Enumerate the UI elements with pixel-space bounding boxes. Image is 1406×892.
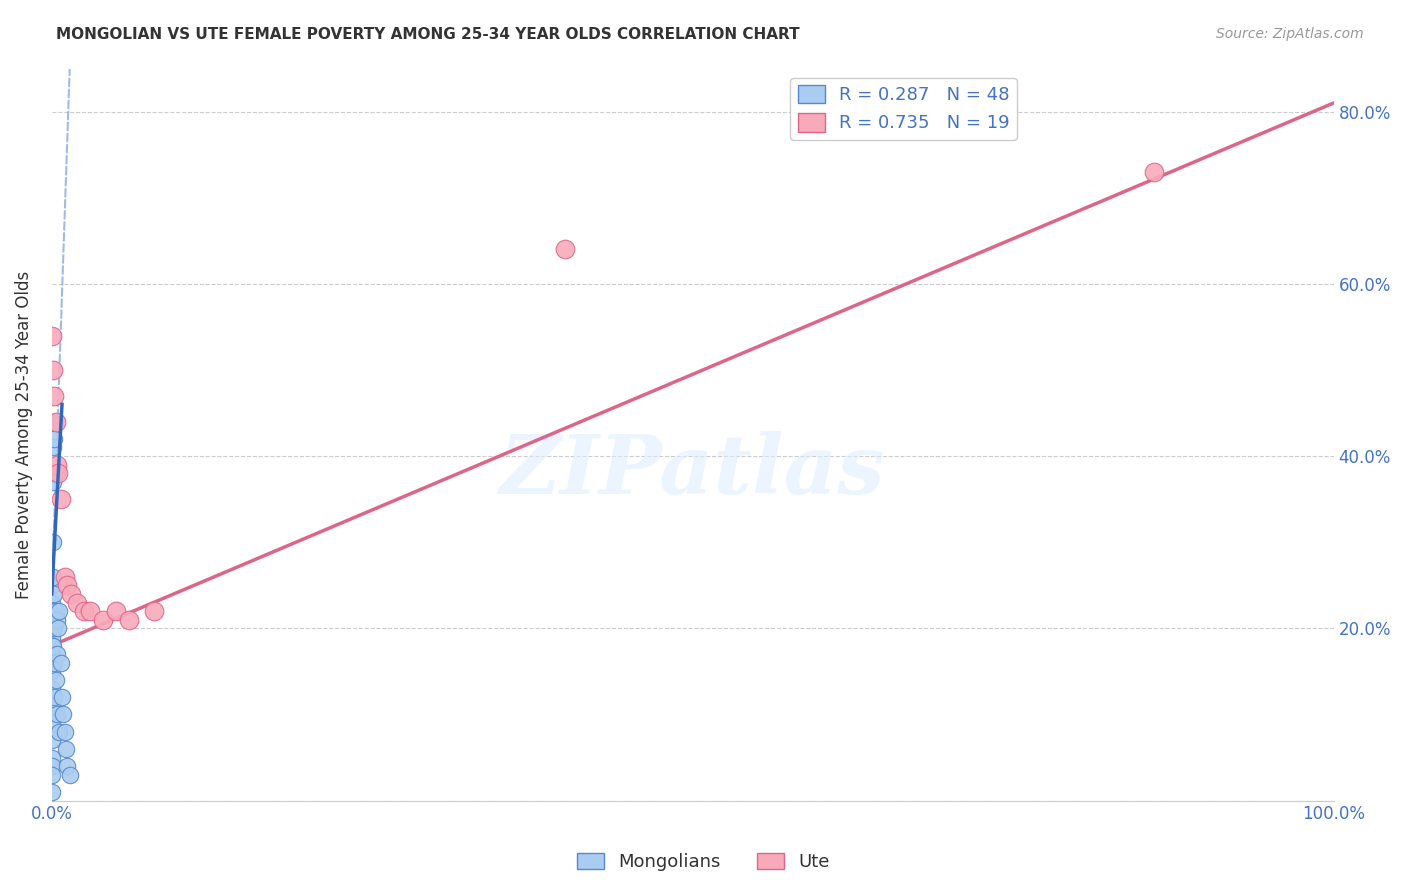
Point	[42, 475, 65, 489]
Point	[104, 604, 127, 618]
Text: ZIPatlas: ZIPatlas	[501, 431, 886, 511]
Point	[45, 604, 67, 618]
Point	[53, 570, 76, 584]
Legend: Mongolians, Ute: Mongolians, Ute	[569, 846, 837, 879]
Point	[42, 535, 65, 549]
Point	[53, 724, 76, 739]
Point	[41, 621, 63, 635]
Point	[42, 570, 65, 584]
Point	[46, 467, 69, 481]
Point	[118, 613, 141, 627]
Point	[44, 432, 66, 446]
Point	[59, 768, 82, 782]
Point	[41, 595, 63, 609]
Point	[41, 613, 63, 627]
Point	[45, 458, 67, 472]
Point	[91, 613, 114, 627]
Point	[48, 604, 70, 618]
Point	[45, 673, 67, 687]
Point	[52, 707, 75, 722]
Point	[41, 665, 63, 679]
Point	[41, 328, 63, 343]
Point	[143, 604, 166, 618]
Point	[41, 630, 63, 644]
Point	[41, 716, 63, 731]
Point	[45, 647, 67, 661]
Point	[41, 768, 63, 782]
Point	[44, 656, 66, 670]
Point	[42, 604, 65, 618]
Point	[41, 681, 63, 696]
Point	[41, 639, 63, 653]
Point	[41, 750, 63, 764]
Point	[41, 613, 63, 627]
Point	[41, 621, 63, 635]
Point	[41, 604, 63, 618]
Point	[49, 656, 72, 670]
Point	[41, 647, 63, 661]
Text: Source: ZipAtlas.com: Source: ZipAtlas.com	[1216, 27, 1364, 41]
Point	[41, 785, 63, 799]
Point	[1143, 165, 1166, 179]
Point	[42, 415, 65, 429]
Point	[55, 742, 77, 756]
Point	[79, 604, 101, 618]
Point	[59, 587, 82, 601]
Point	[41, 604, 63, 618]
Y-axis label: Female Poverty Among 25-34 Year Olds: Female Poverty Among 25-34 Year Olds	[15, 270, 32, 599]
Point	[553, 243, 575, 257]
Legend: R = 0.287   N = 48, R = 0.735   N = 19: R = 0.287 N = 48, R = 0.735 N = 19	[790, 78, 1017, 140]
Point	[48, 724, 70, 739]
Point	[41, 578, 63, 592]
Point	[45, 613, 67, 627]
Point	[49, 492, 72, 507]
Point	[56, 578, 79, 592]
Point	[46, 621, 69, 635]
Point	[45, 415, 67, 429]
Point	[42, 363, 65, 377]
Point	[44, 389, 66, 403]
Point	[41, 759, 63, 773]
Point	[45, 707, 67, 722]
Point	[66, 595, 89, 609]
Point	[42, 441, 65, 455]
Text: MONGOLIAN VS UTE FEMALE POVERTY AMONG 25-34 YEAR OLDS CORRELATION CHART: MONGOLIAN VS UTE FEMALE POVERTY AMONG 25…	[56, 27, 800, 42]
Point	[56, 759, 79, 773]
Point	[73, 604, 96, 618]
Point	[42, 639, 65, 653]
Point	[44, 587, 66, 601]
Point	[44, 690, 66, 705]
Point	[45, 467, 67, 481]
Point	[51, 690, 73, 705]
Point	[44, 621, 66, 635]
Point	[41, 698, 63, 713]
Point	[41, 733, 63, 747]
